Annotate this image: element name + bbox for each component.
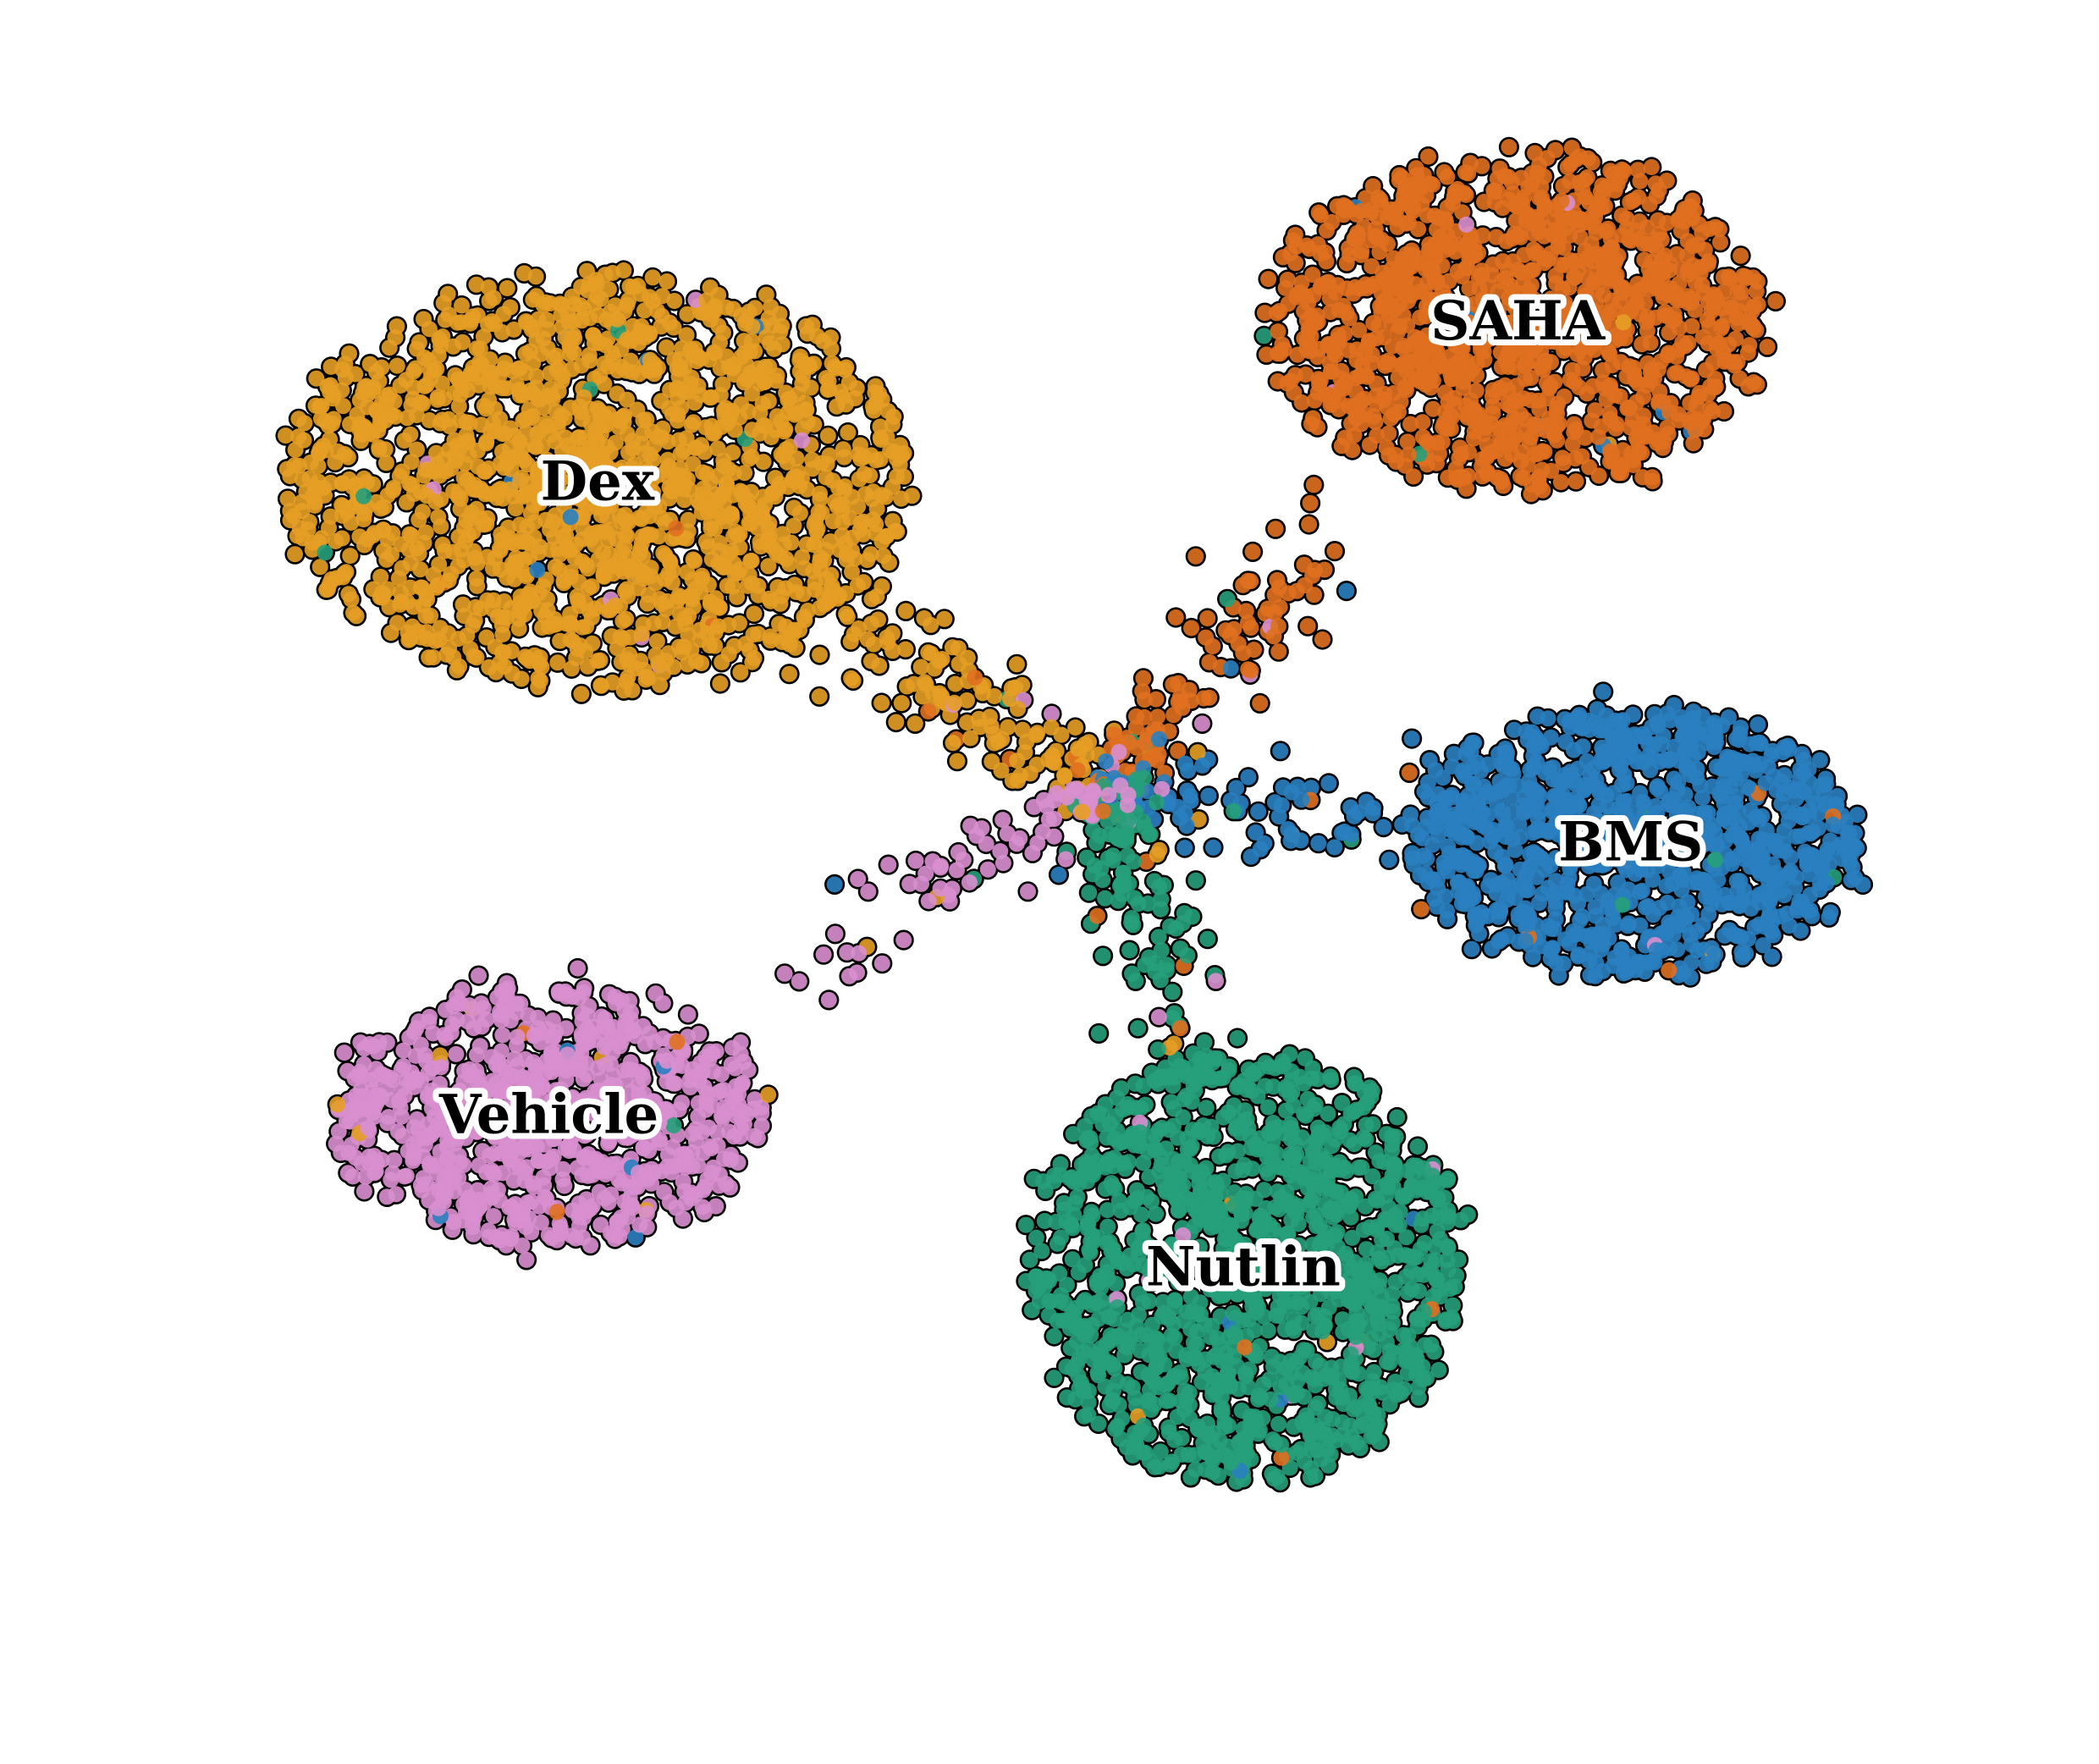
umap-scatter-plot: DexSAHABMSNutlinVehicle <box>275 136 1874 1493</box>
